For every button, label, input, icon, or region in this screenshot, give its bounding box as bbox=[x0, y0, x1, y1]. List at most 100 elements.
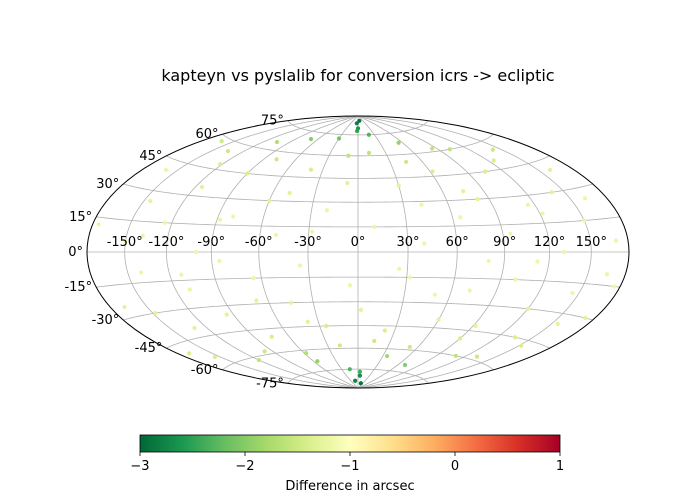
data-point bbox=[96, 222, 101, 227]
data-point bbox=[561, 249, 567, 255]
lon-tick-label: 120° bbox=[534, 235, 565, 250]
graticule-grid bbox=[87, 115, 629, 389]
data-point bbox=[535, 259, 540, 264]
colorbar-label: Difference in arcsec bbox=[285, 479, 414, 494]
data-point bbox=[273, 232, 279, 237]
data-point bbox=[269, 334, 274, 339]
data-point bbox=[397, 266, 402, 271]
parallel-line bbox=[166, 325, 550, 349]
data-point bbox=[139, 270, 144, 275]
lon-tick-label: -30° bbox=[294, 235, 322, 250]
data-point bbox=[254, 298, 259, 303]
data-point bbox=[309, 229, 315, 234]
data-point bbox=[396, 183, 401, 188]
data-point bbox=[231, 214, 236, 219]
data-point bbox=[612, 284, 617, 289]
data-point bbox=[474, 354, 480, 359]
data-point bbox=[422, 241, 427, 246]
data-point bbox=[187, 287, 192, 292]
data-point bbox=[256, 357, 261, 363]
data-point bbox=[458, 215, 463, 220]
data-point bbox=[429, 146, 435, 151]
data-point bbox=[461, 189, 466, 194]
data-point bbox=[372, 224, 377, 229]
data-point bbox=[366, 150, 372, 155]
data-point bbox=[613, 238, 619, 243]
lat-tick-label: 0° bbox=[68, 245, 83, 260]
data-point bbox=[217, 258, 222, 264]
data-point bbox=[193, 249, 199, 255]
data-point bbox=[519, 343, 524, 348]
data-point bbox=[288, 300, 294, 305]
data-point bbox=[308, 167, 314, 172]
parallel-line bbox=[222, 347, 494, 371]
lat-tick-label: 75° bbox=[261, 114, 284, 129]
lon-tick-label: -60° bbox=[245, 235, 273, 250]
data-point bbox=[372, 338, 377, 344]
data-point bbox=[347, 367, 352, 372]
data-point bbox=[447, 147, 452, 152]
data-point bbox=[122, 304, 127, 310]
colorbar-tick-label: −3 bbox=[130, 459, 149, 474]
data-point bbox=[192, 325, 197, 331]
data-point bbox=[163, 167, 169, 172]
data-point bbox=[549, 190, 554, 195]
data-point bbox=[219, 139, 224, 144]
data-point bbox=[432, 292, 438, 297]
lon-tick-label: 30° bbox=[396, 235, 419, 250]
data-point bbox=[187, 351, 192, 356]
data-point bbox=[298, 263, 303, 268]
data-point bbox=[305, 319, 310, 324]
latitude-tick-labels: 75° 60° 45° 30° 15° 0° -15° -30° -45° -60° -75° bbox=[64, 114, 283, 392]
colorbar-ticks: −3 −2 −1 0 1 bbox=[130, 452, 564, 474]
chart-title: kapteyn vs pyslalib for conversion icrs … bbox=[161, 66, 554, 85]
data-point bbox=[217, 217, 223, 222]
data-point bbox=[324, 208, 330, 213]
data-point bbox=[453, 353, 458, 358]
data-point bbox=[274, 157, 279, 162]
data-point bbox=[308, 136, 314, 142]
longitude-tick-labels: -150° -120° -90° -60° -30° 0° 30° 60° 90° 120° 150… bbox=[107, 235, 607, 250]
data-point bbox=[336, 136, 342, 141]
parallel-line bbox=[287, 120, 429, 136]
lon-tick-label: 90° bbox=[493, 235, 516, 250]
data-point bbox=[458, 336, 463, 341]
data-point bbox=[513, 277, 518, 282]
parallel-line bbox=[123, 183, 593, 203]
data-point bbox=[436, 317, 441, 322]
data-point bbox=[512, 335, 518, 340]
data-point bbox=[199, 184, 205, 190]
lat-tick-label: 15° bbox=[69, 210, 92, 225]
parallel-line bbox=[96, 276, 620, 288]
data-point bbox=[508, 231, 513, 236]
data-point bbox=[123, 239, 128, 244]
lon-tick-label: 60° bbox=[446, 235, 469, 250]
data-point bbox=[475, 197, 480, 202]
data-point bbox=[287, 190, 292, 196]
colorbar bbox=[139, 434, 561, 453]
data-point bbox=[357, 118, 362, 123]
data-point bbox=[467, 288, 472, 293]
data-point bbox=[148, 198, 153, 204]
data-point bbox=[245, 171, 250, 176]
data-point bbox=[324, 323, 329, 329]
data-point bbox=[419, 202, 424, 207]
parallel-line bbox=[166, 155, 550, 179]
parallel-line bbox=[287, 368, 429, 384]
lon-tick-label: 150° bbox=[576, 235, 607, 250]
scatter-points bbox=[96, 118, 619, 386]
lat-tick-label: -15° bbox=[64, 280, 92, 295]
data-point bbox=[491, 158, 496, 163]
data-point bbox=[540, 211, 545, 216]
lon-tick-label: -150° bbox=[107, 235, 143, 250]
data-point bbox=[140, 233, 145, 238]
data-point bbox=[483, 169, 488, 174]
data-point bbox=[402, 362, 408, 368]
data-point bbox=[486, 258, 491, 264]
data-point bbox=[525, 202, 530, 207]
data-point bbox=[251, 276, 256, 281]
colorbar-tick-label: −1 bbox=[340, 459, 359, 474]
data-point bbox=[490, 147, 496, 152]
data-point bbox=[396, 140, 401, 145]
data-point bbox=[382, 328, 387, 333]
